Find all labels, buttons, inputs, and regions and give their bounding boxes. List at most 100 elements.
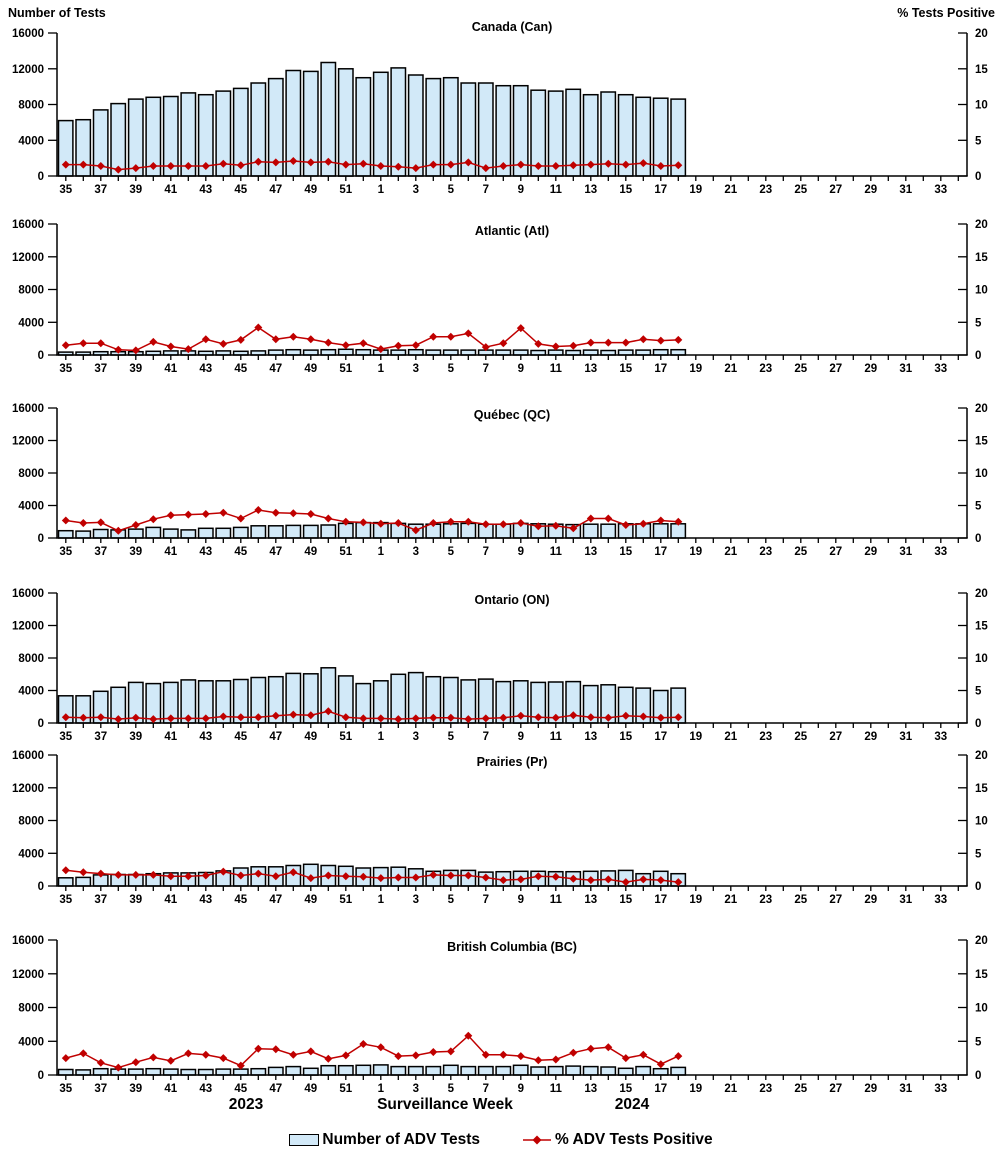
svg-text:29: 29 [864, 731, 877, 743]
svg-text:49: 49 [304, 731, 317, 743]
svg-text:9: 9 [518, 546, 524, 558]
svg-text:0: 0 [38, 533, 44, 545]
legend-item-tests: Number of ADV Tests [289, 1131, 480, 1149]
svg-text:5: 5 [975, 135, 982, 147]
svg-text:19: 19 [689, 363, 702, 375]
svg-text:11: 11 [550, 546, 563, 558]
svg-text:25: 25 [794, 894, 807, 906]
svg-text:15: 15 [619, 1083, 632, 1095]
svg-text:41: 41 [164, 731, 177, 743]
svg-text:39: 39 [129, 731, 142, 743]
svg-text:35: 35 [59, 894, 72, 906]
svg-text:43: 43 [199, 731, 212, 743]
svg-text:0: 0 [38, 350, 44, 362]
chart-panel-canada: 35 37 39 41 43 45 47 49 51 1 3 5 7 9 11 13 15 17 19 21 23 25 2… [12, 28, 988, 196]
svg-text:11: 11 [550, 731, 563, 743]
svg-text:8000: 8000 [18, 816, 44, 828]
x-axis-ticks: 35 37 39 41 43 45 47 49 51 1 3 5 7 9 11 13 15 17 19 21 23 25 2… [59, 538, 959, 558]
svg-text:7: 7 [483, 363, 489, 375]
svg-text:1: 1 [378, 1083, 385, 1095]
svg-text:13: 13 [584, 894, 597, 906]
svg-text:43: 43 [199, 894, 212, 906]
svg-text:31: 31 [899, 731, 912, 743]
positivity-line [61, 1031, 683, 1072]
panel-title-atlantic: Atlantic (Atl) [474, 224, 550, 238]
svg-text:21: 21 [724, 731, 737, 743]
svg-text:23: 23 [759, 363, 772, 375]
line-diamond-icon [522, 1135, 551, 1145]
chart-panel-british-columbia: 35 37 39 41 43 45 47 49 51 1 3 5 7 9 11 13 15 17 19 21 23 25 2… [12, 935, 988, 1095]
svg-text:39: 39 [129, 363, 142, 375]
svg-text:47: 47 [269, 546, 282, 558]
svg-text:19: 19 [689, 184, 702, 196]
svg-text:15: 15 [975, 252, 988, 264]
bar-swatch-icon [289, 1134, 320, 1146]
svg-text:16000: 16000 [12, 403, 44, 415]
svg-text:41: 41 [164, 546, 177, 558]
svg-text:21: 21 [724, 546, 737, 558]
svg-text:10: 10 [975, 100, 988, 112]
positivity-line [61, 506, 683, 535]
svg-text:0: 0 [975, 533, 981, 545]
svg-text:4000: 4000 [18, 1036, 44, 1048]
svg-text:5: 5 [975, 501, 982, 513]
svg-text:15: 15 [975, 621, 988, 633]
svg-text:0: 0 [38, 881, 44, 893]
svg-text:4000: 4000 [18, 135, 44, 147]
chart-panel-prairies: 35 37 39 41 43 45 47 49 51 1 3 5 7 9 11 13 15 17 19 21 23 25 2… [12, 750, 988, 906]
svg-text:9: 9 [518, 731, 524, 743]
svg-text:3: 3 [413, 894, 419, 906]
legend-label-positive: % ADV Tests Positive [554, 1131, 713, 1148]
svg-text:45: 45 [234, 184, 247, 196]
svg-text:10: 10 [975, 1003, 988, 1015]
svg-text:25: 25 [794, 546, 807, 558]
svg-text:12000: 12000 [12, 969, 44, 981]
bars-number-of-tests [57, 667, 687, 724]
svg-text:47: 47 [269, 894, 282, 906]
left-axis-ticks: 0 4000 8000 12000 16000 [12, 935, 57, 1082]
svg-text:29: 29 [864, 363, 877, 375]
svg-text:13: 13 [584, 731, 597, 743]
svg-text:15: 15 [975, 64, 988, 76]
svg-text:17: 17 [654, 546, 667, 558]
svg-text:5: 5 [975, 848, 982, 860]
svg-text:15: 15 [619, 184, 632, 196]
svg-text:47: 47 [269, 1083, 282, 1095]
left-axis-ticks: 0 4000 8000 12000 16000 [12, 28, 57, 183]
svg-text:51: 51 [339, 1083, 352, 1095]
svg-text:51: 51 [339, 546, 352, 558]
positivity-line [61, 323, 683, 355]
svg-text:16000: 16000 [12, 219, 44, 231]
svg-text:20: 20 [975, 28, 988, 40]
svg-text:43: 43 [199, 1083, 212, 1095]
svg-text:0: 0 [38, 171, 44, 183]
svg-text:5: 5 [448, 363, 455, 375]
svg-text:16000: 16000 [12, 935, 44, 947]
svg-text:0: 0 [975, 1070, 981, 1082]
panel-title-canada: Canada (Can) [471, 20, 553, 34]
x-axis-ticks: 35 37 39 41 43 45 47 49 51 1 3 5 7 9 11 13 15 17 19 21 23 25 2… [59, 886, 959, 906]
svg-text:43: 43 [199, 363, 212, 375]
svg-text:5: 5 [448, 894, 455, 906]
svg-text:31: 31 [899, 546, 912, 558]
svg-text:20: 20 [975, 219, 988, 231]
svg-text:27: 27 [829, 184, 842, 196]
left-axis-ticks: 0 4000 8000 12000 16000 [12, 750, 57, 893]
x-axis-ticks: 35 37 39 41 43 45 47 49 51 1 3 5 7 9 11 13 15 17 19 21 23 25 2… [59, 1075, 959, 1095]
svg-text:33: 33 [934, 731, 947, 743]
svg-text:3: 3 [413, 363, 419, 375]
svg-text:35: 35 [59, 731, 72, 743]
svg-text:1: 1 [378, 546, 385, 558]
svg-text:8000: 8000 [18, 285, 44, 297]
positivity-line [61, 866, 683, 887]
bars-number-of-tests [57, 521, 687, 539]
svg-text:20: 20 [975, 935, 988, 947]
svg-text:8000: 8000 [18, 100, 44, 112]
svg-text:31: 31 [899, 894, 912, 906]
svg-text:16000: 16000 [12, 28, 44, 40]
svg-text:45: 45 [234, 1083, 247, 1095]
svg-text:8000: 8000 [18, 653, 44, 665]
svg-text:45: 45 [234, 894, 247, 906]
svg-text:45: 45 [234, 363, 247, 375]
svg-text:15: 15 [975, 969, 988, 981]
